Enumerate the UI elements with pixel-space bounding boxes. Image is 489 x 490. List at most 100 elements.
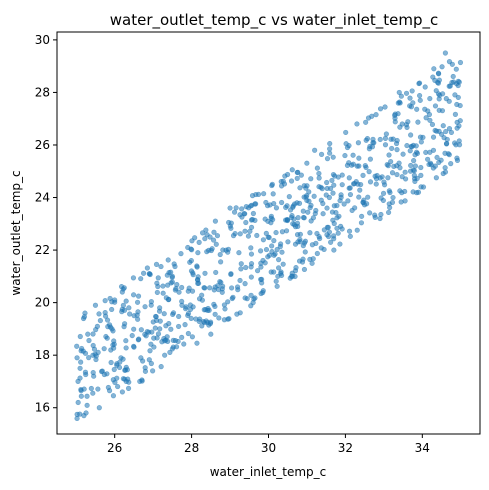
data-point	[165, 257, 171, 263]
data-point	[182, 322, 188, 328]
data-point	[312, 210, 318, 217]
data-point	[84, 402, 90, 408]
data-point	[354, 121, 360, 127]
data-point	[110, 393, 117, 399]
data-point	[418, 172, 424, 178]
data-point	[182, 306, 189, 312]
data-point	[120, 376, 126, 382]
data-point	[289, 270, 295, 276]
data-point	[179, 334, 185, 340]
data-point	[85, 331, 91, 337]
data-point	[219, 289, 225, 295]
data-point	[251, 296, 257, 302]
data-point	[96, 405, 102, 411]
data-point	[412, 152, 418, 158]
data-point	[388, 159, 394, 165]
data-point	[91, 373, 97, 379]
data-point	[271, 200, 277, 207]
data-point	[403, 90, 410, 96]
data-point	[237, 212, 243, 218]
data-point	[454, 119, 460, 125]
data-point	[377, 175, 383, 181]
data-point	[90, 331, 96, 337]
data-point	[414, 106, 420, 112]
data-point	[130, 292, 137, 298]
data-point	[273, 278, 279, 284]
data-point	[263, 199, 269, 206]
data-point	[400, 151, 406, 157]
data-point	[306, 198, 312, 204]
data-point	[452, 140, 458, 146]
data-point	[181, 341, 187, 347]
data-point	[149, 329, 155, 335]
data-point	[254, 268, 261, 274]
data-point	[227, 205, 233, 211]
data-point	[427, 160, 434, 166]
data-point	[360, 172, 366, 178]
data-point	[432, 127, 438, 134]
data-point	[111, 341, 117, 347]
data-point	[408, 104, 415, 110]
data-point	[227, 223, 233, 229]
data-point	[330, 190, 336, 196]
y-tick-label: 26	[35, 138, 50, 152]
data-point	[151, 335, 157, 341]
data-point	[313, 240, 319, 246]
data-point	[173, 344, 180, 350]
data-point	[121, 307, 128, 313]
data-point	[353, 179, 359, 185]
data-point	[324, 205, 330, 211]
data-point	[320, 200, 326, 207]
data-point	[194, 264, 200, 270]
data-point	[301, 266, 308, 273]
data-point	[453, 66, 459, 72]
data-point	[331, 233, 337, 239]
data-point	[120, 356, 126, 362]
data-point	[364, 136, 371, 142]
data-point	[144, 329, 150, 335]
data-point	[171, 261, 177, 267]
data-point	[327, 140, 333, 147]
data-point	[373, 112, 379, 118]
data-point	[312, 147, 318, 153]
data-point	[276, 257, 282, 263]
data-point	[408, 143, 414, 150]
data-point	[356, 194, 362, 200]
data-point	[304, 183, 310, 189]
y-axis-ticks: 16 18 20 22 24 26 28 30	[35, 33, 57, 415]
x-tick-label: 26	[107, 441, 122, 455]
data-point	[326, 229, 333, 235]
data-point	[108, 347, 114, 353]
data-point	[189, 334, 195, 340]
data-point	[402, 169, 408, 175]
data-point	[331, 203, 337, 209]
data-point	[343, 129, 349, 136]
data-point	[77, 333, 83, 340]
data-point	[199, 230, 206, 236]
data-point	[101, 346, 107, 352]
data-point	[212, 311, 218, 317]
data-point	[316, 175, 322, 181]
data-point	[367, 179, 374, 185]
data-point	[206, 247, 212, 253]
data-point	[131, 344, 137, 350]
data-point	[190, 272, 196, 278]
data-point	[154, 289, 160, 296]
data-point	[138, 355, 144, 361]
data-point	[248, 217, 255, 223]
data-point	[391, 163, 397, 169]
data-point	[265, 234, 271, 240]
data-point	[152, 325, 158, 331]
data-point	[222, 306, 228, 312]
data-point	[291, 201, 298, 207]
data-point	[106, 322, 113, 328]
data-point	[106, 388, 113, 394]
data-point	[187, 302, 193, 308]
data-point	[295, 239, 301, 245]
data-point	[248, 261, 255, 267]
data-point	[158, 263, 164, 270]
data-point	[192, 235, 198, 241]
data-point	[194, 277, 201, 283]
data-point	[432, 103, 439, 109]
data-point	[153, 314, 159, 320]
